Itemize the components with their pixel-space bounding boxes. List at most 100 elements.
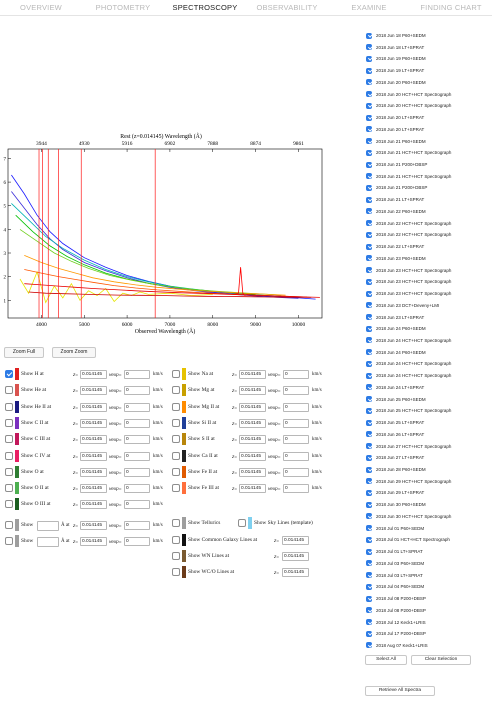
spectrum-checkbox[interactable] xyxy=(366,536,372,543)
right_lines-z-input-2[interactable]: 0.014145 xyxy=(239,402,266,412)
spectrum-item[interactable]: 2018 Jun 23 LT+SPRAT xyxy=(366,312,424,323)
right_lines-z-input-3[interactable]: 0.014145 xyxy=(239,418,266,428)
spectrum-item[interactable]: 2018 Jun 24 HCT+HCT Spectrograph xyxy=(366,358,451,369)
right_lines-z-input-5[interactable]: 0.014145 xyxy=(239,451,266,461)
spectrum-item[interactable]: 2018 Jun 21 P200+DBSP xyxy=(366,182,427,193)
spectrum-checkbox[interactable] xyxy=(366,372,372,379)
spectrum-checkbox[interactable] xyxy=(366,431,372,438)
spectrum-item[interactable]: 2018 Jul 03 LT+SPRAT xyxy=(366,570,423,581)
spectrum-item[interactable]: 2018 Jun 25 P60+SEDM xyxy=(366,394,426,405)
spectrum-checkbox[interactable] xyxy=(366,630,372,637)
spectrum-item[interactable]: 2018 Jun 24 P60+SEDM xyxy=(366,323,426,334)
left_lines-checkbox-4[interactable] xyxy=(5,435,13,444)
right_lines-v-input-3[interactable]: 0 xyxy=(283,418,309,428)
wn-lines-checkbox[interactable] xyxy=(172,552,180,560)
right_lines-z-input-1[interactable]: 0.014145 xyxy=(239,386,266,396)
spectrum-checkbox[interactable] xyxy=(366,407,372,414)
spectrum-checkbox[interactable] xyxy=(366,501,372,508)
left_lines-v-input-5[interactable]: 0 xyxy=(124,451,150,461)
spectrum-item[interactable]: 2018 Jun 25 HCT+HCT Spectrograph xyxy=(366,405,451,416)
spectrum-item[interactable]: 2018 Jun 23 DCT+Deveny+LMI xyxy=(366,300,439,311)
spectrum-item[interactable]: 2018 Jun 19 P60+SEDM xyxy=(366,53,426,64)
spectrum-item[interactable]: 2018 Jun 21 P60+SEDM xyxy=(366,136,426,147)
select-all-button[interactable]: Select All xyxy=(365,655,407,665)
right_lines-v-input-1[interactable]: 0 xyxy=(283,386,309,396)
spectrum-checkbox[interactable] xyxy=(366,44,372,51)
spectrum-item[interactable]: 2018 Jun 27 LT+SPRAT xyxy=(366,452,424,463)
spectrum-checkbox[interactable] xyxy=(366,220,372,227)
left_lines-z-input-8[interactable]: 0.014145 xyxy=(80,500,107,510)
spectrum-checkbox[interactable] xyxy=(366,513,372,520)
left_lines-z-input-4[interactable]: 0.014145 xyxy=(80,435,107,445)
right_lines-checkbox-3[interactable] xyxy=(172,418,180,427)
left_lines-checkbox-7[interactable] xyxy=(5,484,13,493)
wco-lines-checkbox[interactable] xyxy=(172,568,180,576)
right_lines-z-input-0[interactable]: 0.014145 xyxy=(239,370,266,379)
left_lines-checkbox-0[interactable] xyxy=(5,370,13,378)
left_lines-z-input-2[interactable]: 0.014145 xyxy=(80,402,107,412)
spectrum-checkbox[interactable] xyxy=(366,184,372,191)
spectrum-checkbox[interactable] xyxy=(366,642,372,649)
spectrum-item[interactable]: 2018 Aug 07 Keck1+LRIS xyxy=(366,640,428,651)
spectrum-checkbox[interactable] xyxy=(366,138,372,145)
right_lines-checkbox-5[interactable] xyxy=(172,451,180,460)
zoom-zoom-button[interactable]: Zoom Zoom xyxy=(52,347,96,358)
spectrum-checkbox[interactable] xyxy=(366,572,372,579)
spectrum-checkbox[interactable] xyxy=(366,278,372,285)
left_lines-checkbox-3[interactable] xyxy=(5,418,13,427)
spectrum-item[interactable]: 2018 Jun 21 HCT+HCT Spectrograph xyxy=(366,147,451,158)
spectrum-item[interactable]: 2018 Jun 24 HCT+HCT Spectrograph xyxy=(366,370,451,381)
spectrum-checkbox[interactable] xyxy=(366,314,372,321)
tab-examine[interactable]: EXAMINE xyxy=(351,3,387,12)
left_lines-v-input-1[interactable]: 0 xyxy=(124,386,150,396)
spectrum-item[interactable]: 2018 Jun 24 LT+SPRAT xyxy=(366,382,424,393)
spectrum-checkbox[interactable] xyxy=(366,243,372,250)
right_lines-v-input-6[interactable]: 0 xyxy=(283,467,309,477)
galaxy-z-input[interactable]: 0.014145 xyxy=(282,536,309,545)
left_lines-v-input-4[interactable]: 0 xyxy=(124,435,150,445)
left_lines-z-input-5[interactable]: 0.014145 xyxy=(80,451,107,461)
clear-selection-button[interactable]: Clear Selection xyxy=(411,655,471,665)
tab-observability[interactable]: OBSERVABILITY xyxy=(256,3,318,12)
spectrum-checkbox[interactable] xyxy=(366,489,372,496)
spectrum-item[interactable]: 2018 Jul 01 HCT+HCT Spectrograph xyxy=(366,534,450,545)
spectrum-item[interactable]: 2018 Jun 23 HCT+HCT Spectrograph xyxy=(366,288,451,299)
spectrum-checkbox[interactable] xyxy=(366,79,372,86)
left_lines-checkbox-8[interactable] xyxy=(5,500,13,509)
spectrum-item[interactable]: 2018 Jun 18 P60+SEDM xyxy=(366,30,426,41)
tellurics-checkbox[interactable] xyxy=(172,519,180,527)
spectrum-checkbox[interactable] xyxy=(366,126,372,133)
spectrum-item[interactable]: 2018 Jul 01 P60+SEDM xyxy=(366,523,424,534)
spectrum-checkbox[interactable] xyxy=(366,149,372,156)
spectrum-checkbox[interactable] xyxy=(366,173,372,180)
tab-finding-chart[interactable]: FINDING CHART xyxy=(420,3,482,12)
spectrum-item[interactable]: 2018 Jun 30 HCT+HCT Spectrograph xyxy=(366,511,451,522)
right_lines-v-input-5[interactable]: 0 xyxy=(283,451,309,461)
left_lines-checkbox-5[interactable] xyxy=(5,451,13,460)
left_lines-v-input-0[interactable]: 0 xyxy=(124,370,150,379)
spectrum-checkbox[interactable] xyxy=(366,548,372,555)
spectrum-checkbox[interactable] xyxy=(366,55,372,62)
right_lines-checkbox-7[interactable] xyxy=(172,484,180,493)
spectrum-item[interactable]: 2018 Jun 27 HCT+HCT Spectrograph xyxy=(366,441,451,452)
spectrum-item[interactable]: 2018 Jun 20 LT+SPRAT xyxy=(366,112,424,123)
galaxy-lines-checkbox[interactable] xyxy=(172,536,180,544)
tab-overview[interactable]: OVERVIEW xyxy=(20,3,62,12)
custom-z-input-0[interactable]: 0.014145 xyxy=(80,521,107,530)
right_lines-z-input-7[interactable]: 0.014145 xyxy=(239,484,266,494)
custom-wavelength-input-0[interactable] xyxy=(37,521,59,531)
left_lines-v-input-2[interactable]: 0 xyxy=(124,402,150,412)
left_lines-z-input-7[interactable]: 0.014145 xyxy=(80,484,107,494)
spectrum-item[interactable]: 2018 Jun 19 LT+SPRAT xyxy=(366,65,424,76)
spectrum-checkbox[interactable] xyxy=(366,67,372,74)
spectrum-item[interactable]: 2018 Jul 08 P200+DBSP xyxy=(366,605,426,616)
spectrum-checkbox[interactable] xyxy=(366,337,372,344)
spectrum-checkbox[interactable] xyxy=(366,102,372,109)
spectrum-item[interactable]: 2018 Jun 28 P60+SEDM xyxy=(366,464,426,475)
spectrum-item[interactable]: 2018 Jun 20 HCT+HCT Spectrograph xyxy=(366,89,451,100)
right_lines-checkbox-6[interactable] xyxy=(172,467,180,476)
custom-checkbox-0[interactable] xyxy=(5,521,13,529)
custom-checkbox-1[interactable] xyxy=(5,537,13,545)
left_lines-v-input-3[interactable]: 0 xyxy=(124,418,150,428)
spectrum-checkbox[interactable] xyxy=(366,325,372,332)
